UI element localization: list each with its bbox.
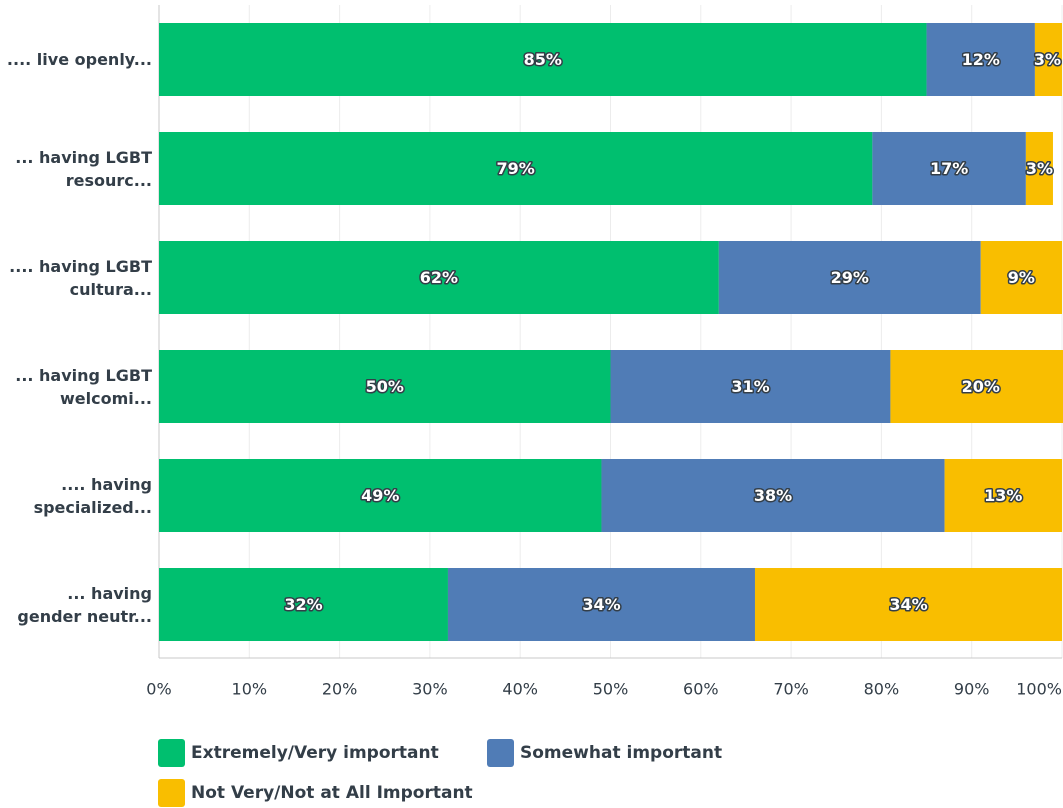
data-label: 50% — [366, 377, 404, 396]
data-label: 12% — [962, 50, 1000, 69]
x-tick-label: 80% — [864, 680, 900, 699]
x-tick-label: 90% — [954, 680, 990, 699]
y-tick-label: .... live openly... — [6, 50, 152, 69]
y-tick-label: ... having LGBT resourc... — [15, 147, 152, 190]
legend-label: Not Very/Not at All Important — [191, 783, 473, 803]
bar-segment — [890, 350, 1063, 423]
legend-swatch — [158, 779, 185, 807]
bar-segment — [1034, 23, 1062, 96]
data-label: 29% — [831, 268, 869, 287]
legend-label: Somewhat important — [520, 743, 722, 763]
bar-segment — [159, 568, 448, 641]
data-label: 3% — [1026, 159, 1053, 178]
legend-label: Extremely/Very important — [191, 743, 439, 763]
data-label: 9% — [1008, 268, 1035, 287]
bar-segment — [159, 350, 611, 423]
bar-segment — [159, 132, 873, 205]
x-tick-label: 100% — [1016, 680, 1062, 699]
x-tick-label: 0% — [146, 680, 171, 699]
data-label: 13% — [984, 486, 1022, 505]
x-tick-label: 10% — [232, 680, 268, 699]
legend-swatch — [158, 739, 185, 767]
bar-segment — [159, 459, 602, 532]
bar-segment — [980, 241, 1062, 314]
bar-segment — [447, 568, 755, 641]
data-label: 17% — [930, 159, 968, 178]
x-tick-label: 70% — [773, 680, 809, 699]
x-tick-label: 40% — [502, 680, 538, 699]
bar-segment — [601, 459, 945, 532]
data-label: 34% — [582, 595, 620, 614]
data-label: 85% — [524, 50, 562, 69]
bar-segment — [754, 568, 1062, 641]
x-tick-label: 50% — [593, 680, 629, 699]
data-label: 38% — [754, 486, 792, 505]
bar-segment — [159, 23, 927, 96]
data-label: 31% — [731, 377, 769, 396]
bar-segment — [159, 241, 719, 314]
bar-segment — [926, 23, 1035, 96]
data-label: 79% — [497, 159, 535, 178]
data-label: 62% — [420, 268, 458, 287]
data-label: 34% — [889, 595, 927, 614]
x-tick-label: 20% — [322, 680, 358, 699]
y-tick-label: ... having LGBT welcomi... — [15, 365, 152, 408]
legend-swatch — [487, 739, 514, 767]
data-label: 49% — [361, 486, 399, 505]
y-tick-label: .... having specialized... — [33, 474, 152, 517]
bar-segment — [944, 459, 1062, 532]
x-tick-label: 30% — [412, 680, 448, 699]
bar-segment — [610, 350, 891, 423]
y-tick-label: .... having LGBT cultura... — [9, 256, 152, 299]
data-label: 32% — [284, 595, 322, 614]
bar-segment — [1025, 132, 1053, 205]
bar-segment — [718, 241, 981, 314]
data-label: 20% — [962, 377, 1000, 396]
bar-segment — [872, 132, 1026, 205]
data-label: 3% — [1034, 50, 1061, 69]
x-tick-label: 60% — [683, 680, 719, 699]
y-tick-label: ... having gender neutr... — [17, 583, 152, 626]
